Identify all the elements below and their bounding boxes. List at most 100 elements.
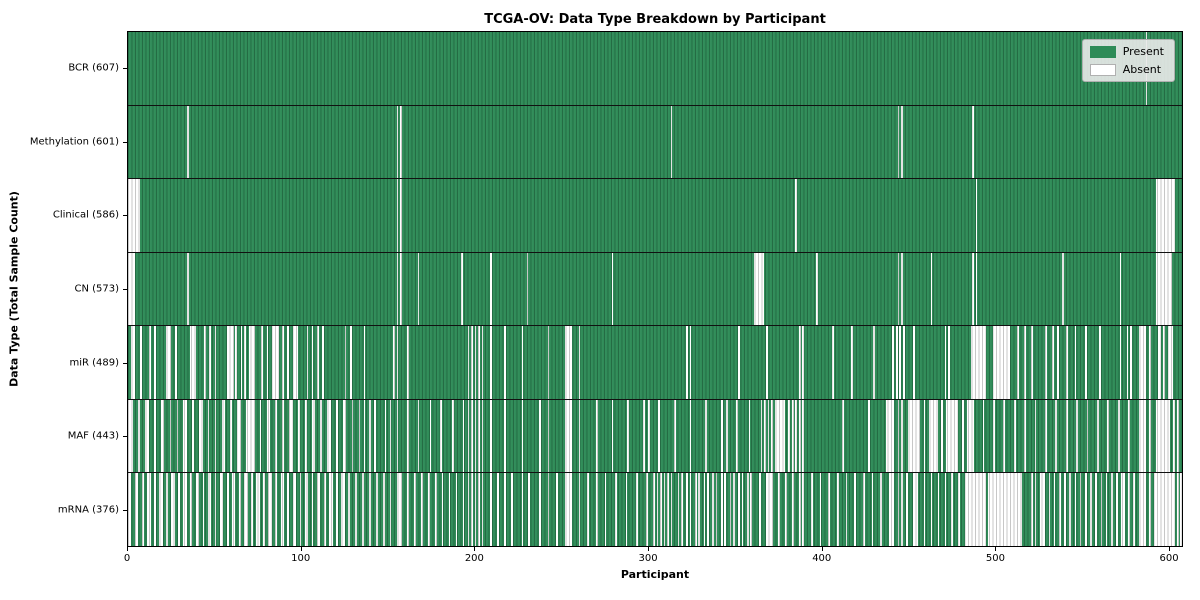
absent-stripe (452, 399, 454, 473)
absent-stripe (765, 473, 773, 547)
xtick-mark (300, 547, 302, 551)
absent-stripe (842, 399, 844, 473)
absent-stripe (958, 473, 961, 547)
absent-stripe (1074, 326, 1077, 399)
absent-stripe (1116, 473, 1118, 547)
absent-stripe (169, 399, 172, 473)
absent-stripe (190, 326, 196, 399)
absent-stripe (1176, 399, 1179, 473)
absent-stripe (375, 473, 378, 547)
absent-stripe (186, 105, 189, 179)
absent-stripe (256, 473, 260, 547)
absent-stripe (1117, 399, 1120, 473)
absent-stripe (627, 399, 629, 473)
absent-stripe (474, 399, 477, 473)
absent-stripe (327, 399, 331, 473)
absent-stripe (578, 473, 581, 547)
absent-stripe (689, 399, 692, 473)
absent-stripe (289, 399, 293, 473)
absent-stripe (646, 473, 649, 547)
absent-stripe (1173, 399, 1176, 473)
absent-stripe (1003, 399, 1006, 473)
absent-stripe (1155, 179, 1176, 252)
y-axis-label: Data Type (Total Sample Count) (7, 191, 21, 387)
absent-stripe (1110, 473, 1113, 547)
absent-stripe (166, 326, 172, 399)
absent-stripe (663, 473, 666, 547)
absent-stripe (306, 326, 309, 399)
absent-stripe (434, 473, 437, 547)
absent-stripe (681, 473, 683, 547)
absent-stripe (221, 399, 226, 473)
absent-stripe (467, 473, 470, 547)
absent-stripe (1039, 473, 1046, 547)
ytick-label-mRNA: mRNA (376) (57, 504, 119, 516)
absent-stripe (1129, 326, 1132, 399)
absent-stripe (219, 473, 224, 547)
absent-stripe (176, 399, 179, 473)
absent-stripe (871, 473, 874, 547)
absent-stripe (396, 252, 399, 326)
absent-stripe (785, 473, 787, 547)
absent-stripe (944, 473, 947, 547)
absent-stripe (901, 473, 903, 547)
ytick-mark (123, 67, 127, 69)
absent-stripe (462, 399, 465, 473)
absent-stripe (382, 473, 385, 547)
legend: Present Absent (1081, 39, 1175, 82)
absent-stripe (417, 399, 420, 473)
absent-stripe (854, 473, 857, 547)
absent-stripe (128, 399, 134, 473)
absent-stripe (384, 399, 387, 473)
absent-stripe (336, 473, 338, 547)
absent-stripe (266, 326, 269, 399)
absent-stripe (521, 473, 524, 547)
absent-stripe (462, 473, 465, 547)
absent-stripe (642, 399, 645, 473)
absent-stripe (455, 473, 458, 547)
absent-stripe (368, 399, 371, 473)
absent-stripe (1128, 399, 1130, 473)
absent-stripe (868, 399, 870, 473)
absent-stripe (528, 473, 531, 547)
absent-stripe (1149, 473, 1151, 547)
absent-stripe (674, 399, 676, 473)
absent-stripe (154, 473, 156, 547)
absent-stripe (1065, 399, 1068, 473)
absent-stripe (244, 473, 248, 547)
absent-stripe (720, 399, 723, 473)
absent-stripe (178, 473, 180, 547)
absent-stripe (417, 252, 420, 326)
absent-stripe (407, 473, 409, 547)
absent-stripe (134, 473, 139, 547)
absent-stripe (698, 473, 701, 547)
absent-stripe (128, 252, 135, 326)
absent-stripe (788, 399, 791, 473)
absent-stripe (715, 473, 718, 547)
absent-stripe (271, 326, 279, 399)
absent-stripe (323, 473, 326, 547)
absent-stripe (686, 326, 688, 399)
absent-stripe (889, 473, 895, 547)
xtick-mark (474, 547, 476, 551)
absent-stripe (1074, 473, 1077, 547)
absent-stripe (689, 473, 692, 547)
absent-stripe (1133, 473, 1136, 547)
absent-stripe (481, 326, 484, 399)
ytick-label-MAF: MAF (443) (67, 430, 119, 442)
absent-stripe (1121, 473, 1125, 547)
row-CN (128, 252, 1182, 327)
absent-stripe (358, 399, 361, 473)
absent-stripe (1138, 473, 1146, 547)
absent-stripe (368, 473, 371, 547)
absent-stripe (1107, 399, 1110, 473)
absent-stripe (897, 399, 900, 473)
absent-stripe (694, 473, 697, 547)
absent-stripe (1090, 473, 1092, 547)
absent-stripe (329, 473, 333, 547)
absent-stripe (1180, 473, 1182, 547)
absent-stripe (1157, 326, 1162, 399)
absent-stripe (251, 473, 253, 547)
absent-stripe (965, 473, 987, 547)
absent-stripe (873, 326, 876, 399)
